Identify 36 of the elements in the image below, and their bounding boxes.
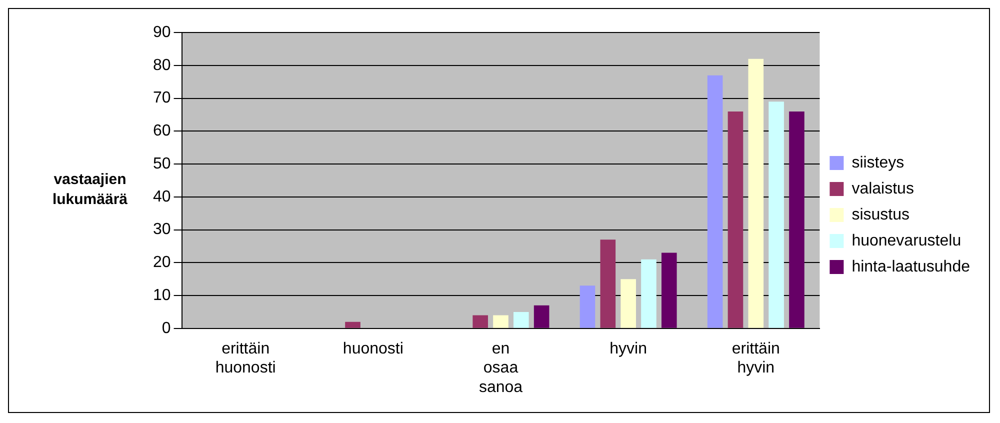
bar [641, 259, 656, 328]
bar [661, 252, 677, 328]
bar [728, 111, 744, 328]
bar [789, 111, 804, 328]
legend-label: valaistus [852, 180, 914, 198]
y-tick-label: 0 [162, 320, 171, 337]
bar [514, 312, 529, 328]
bar [345, 322, 360, 328]
y-tick-label: 10 [153, 286, 171, 304]
x-tick-label: erittäin huonosti [215, 340, 276, 377]
bar [534, 305, 550, 328]
bar [748, 58, 764, 328]
legend-label: huonevarustelu [852, 232, 962, 250]
legend-label: hinta-laatusuhde [852, 258, 970, 276]
y-tick-label: 50 [153, 155, 171, 172]
bar [707, 75, 723, 328]
x-tick-label: en osaa sanoa [478, 340, 523, 396]
bar [580, 286, 596, 328]
bar [472, 315, 488, 328]
y-tick-label: 40 [153, 188, 171, 206]
legend-label: sisustus [852, 206, 910, 224]
x-tick-label: huonosti [342, 340, 404, 358]
bar [600, 240, 616, 328]
y-tick-label: 30 [153, 221, 171, 238]
y-tick-label: 90 [153, 24, 171, 42]
bar [768, 102, 784, 328]
y-tick-label: 80 [153, 56, 171, 74]
x-tick-label: erittäin hyvin [732, 340, 780, 377]
y-tick-label: 70 [153, 90, 171, 107]
y-tick-label: 20 [153, 254, 171, 272]
y-tick-label: 60 [153, 122, 171, 140]
x-tick-label: hyvin [610, 340, 647, 358]
legend-label: siisteys [852, 154, 904, 172]
bar [620, 279, 636, 328]
y-axis-title: vastaajien lukumäärä [52, 171, 128, 208]
bar [493, 315, 508, 328]
